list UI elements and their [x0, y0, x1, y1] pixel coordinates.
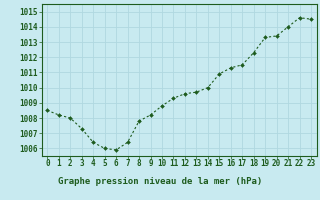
Text: Graphe pression niveau de la mer (hPa): Graphe pression niveau de la mer (hPa): [58, 178, 262, 186]
